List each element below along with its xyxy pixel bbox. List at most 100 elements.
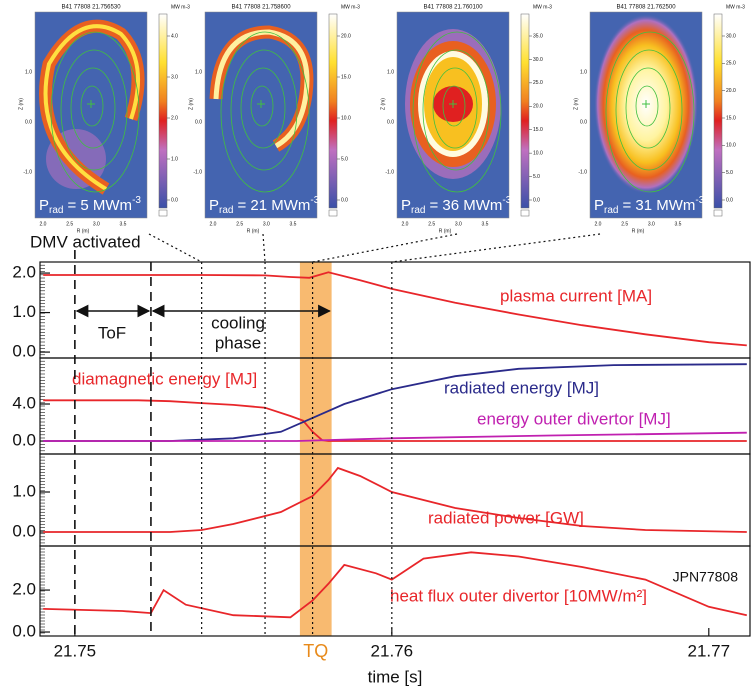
tomogram-title: B41 77808 21.758600 xyxy=(231,5,291,11)
flux-contour xyxy=(412,31,502,193)
prad-subscript: rad xyxy=(49,205,63,216)
prad-subscript: rad xyxy=(604,205,618,216)
tomogram xyxy=(204,11,318,219)
image-y-label: Z (m) xyxy=(188,98,194,110)
colorbar-tick-label: 15.0 xyxy=(533,127,543,133)
colorbar xyxy=(158,13,168,209)
tomogram xyxy=(396,11,510,219)
image-x-label: R (m) xyxy=(439,228,452,234)
image-x-label: R (m) xyxy=(77,228,90,234)
colorbar-label: MW m-3 xyxy=(341,4,360,10)
colorbar-tick-label: 35.0 xyxy=(533,33,543,39)
panel-frame xyxy=(39,261,751,359)
series-label: heat flux outer divertor [10MW/m²] xyxy=(390,586,647,605)
image-x-tick-label: 3.0 xyxy=(263,221,270,227)
tomogram xyxy=(34,11,148,219)
image-y-tick-label: 1.0 xyxy=(580,69,587,75)
image-y-tick-label: 0.0 xyxy=(25,119,32,125)
prad-text: = 5 MWm xyxy=(67,197,132,214)
magnetic-axis xyxy=(257,100,265,108)
prad-label: Prad = 21 MWm-3 xyxy=(209,195,320,216)
colorbar-tick-label: 10.0 xyxy=(341,115,351,121)
shot-label: JPN77808 xyxy=(673,569,739,585)
flux-contour xyxy=(422,49,490,171)
y-tick-label: 2.0 xyxy=(12,263,36,282)
flux-contour xyxy=(635,85,659,127)
image-x-tick-label: 2.0 xyxy=(210,221,217,227)
image-y-tick-label: 1.0 xyxy=(387,69,394,75)
colorbar xyxy=(520,13,530,209)
tomogram xyxy=(589,11,703,219)
image-y-tick-label: 1.0 xyxy=(25,69,32,75)
image-y-label: Z (m) xyxy=(380,98,386,110)
flux-contour xyxy=(60,49,128,171)
colorbar-tick-label: 20.0 xyxy=(341,33,351,39)
x-tick-label: 21.75 xyxy=(54,641,97,660)
colorbar-tick-label: 4.0 xyxy=(171,33,178,39)
prad-exponent: -3 xyxy=(132,195,141,206)
tomogram-title: B41 77808 21.760100 xyxy=(423,5,483,11)
image-connector xyxy=(148,233,202,263)
series-label: plasma current [MA] xyxy=(500,286,652,305)
image-y-tick-label: -1.0 xyxy=(23,169,32,175)
y-tick-label: 0.0 xyxy=(12,521,36,540)
colorbar-label: MW m-3 xyxy=(533,4,552,10)
tomogram-title: B41 77808 21.762500 xyxy=(616,5,676,11)
image-x-label: R (m) xyxy=(632,228,645,234)
image-connector xyxy=(312,233,458,263)
series-label: diamagnetic energy [MJ] xyxy=(72,369,257,388)
image-x-tick-label: 2.5 xyxy=(428,221,435,227)
image-y-label: Z (m) xyxy=(18,98,24,110)
prad-label: Prad = 31 MWm-3 xyxy=(594,195,705,216)
image-y-tick-label: 0.0 xyxy=(387,119,394,125)
image-y-tick-label: -1.0 xyxy=(385,169,394,175)
image-x-tick-label: 3.0 xyxy=(93,221,100,227)
prad-symbol: P xyxy=(594,197,604,214)
emission-core xyxy=(213,29,310,149)
flux-contour xyxy=(220,31,310,193)
flux-contour xyxy=(442,85,466,127)
prad-symbol: P xyxy=(39,197,49,214)
series-line xyxy=(43,271,747,347)
colorbar-label: MW m-3 xyxy=(726,4,745,10)
image-x-tick-label: 3.5 xyxy=(290,221,297,227)
colorbar-tick-label: 15.0 xyxy=(726,115,736,121)
colorbar-tick-label: 25.0 xyxy=(533,80,543,86)
flux-contour xyxy=(80,85,104,127)
emission-core xyxy=(43,24,141,191)
y-tick-label: 2.0 xyxy=(12,580,36,599)
series-line xyxy=(43,466,747,533)
series-line xyxy=(43,399,747,442)
colorbar-tick-label: 0.0 xyxy=(171,197,178,203)
prad-subscript: rad xyxy=(219,205,233,216)
tomogram-title: B41 77808 21.756530 xyxy=(61,5,121,11)
emission-ring-core xyxy=(418,51,488,157)
image-connector xyxy=(391,233,601,263)
colorbar-tick-label: 1.0 xyxy=(171,156,178,162)
y-tick-label: 1.0 xyxy=(12,481,36,500)
colorbar-under xyxy=(713,209,723,217)
prad-exponent: -3 xyxy=(502,195,511,206)
image-x-tick-label: 2.5 xyxy=(236,221,243,227)
flux-contour xyxy=(605,31,695,193)
series-line xyxy=(43,363,747,442)
image-x-tick-label: 3.0 xyxy=(455,221,462,227)
flux-contour xyxy=(625,67,671,149)
flux-contour xyxy=(50,31,140,193)
image-connector xyxy=(262,233,266,263)
tq-label: TQ xyxy=(303,641,328,661)
dmv-label: DMV activated xyxy=(30,232,141,251)
series-label: radiated energy [MJ] xyxy=(444,378,599,397)
prad-symbol: P xyxy=(401,197,411,214)
colorbar-tick-label: 20.0 xyxy=(533,104,543,110)
magnetic-axis xyxy=(642,100,650,108)
image-x-tick-label: 2.0 xyxy=(402,221,409,227)
y-tick-label: 0.0 xyxy=(12,621,36,640)
prad-text: = 36 MWm xyxy=(429,197,502,214)
colorbar-tick-label: 3.0 xyxy=(171,74,178,80)
colorbar-tick-label: 30.0 xyxy=(726,33,736,39)
colorbar-tick-label: 0.0 xyxy=(726,197,733,203)
image-y-tick-label: -1.0 xyxy=(193,169,202,175)
y-tick-label: 1.0 xyxy=(12,302,36,321)
